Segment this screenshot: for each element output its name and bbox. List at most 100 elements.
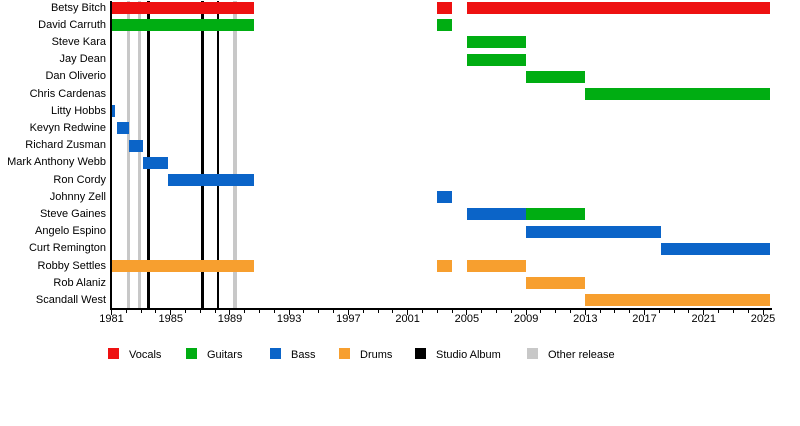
axis-tick-label: 2021 (691, 312, 717, 325)
axis-tick-label: 2013 (573, 312, 598, 325)
axis-tick-label: 1993 (276, 312, 302, 325)
timeline-bar-guitars (585, 88, 770, 100)
axis-major-tick (347, 310, 349, 315)
member-label: Mark Anthony Webb (7, 156, 106, 169)
axis-tick-label: 1989 (217, 312, 243, 325)
axis-major-tick (407, 310, 409, 315)
timeline-bar-drums (526, 277, 586, 290)
member-label: David Carruth (38, 18, 106, 31)
axis-minor-tick (377, 310, 379, 313)
member-label: Litty Hobbs (50, 104, 106, 117)
timeline-bar-vocals (111, 2, 254, 14)
axis-minor-tick (185, 310, 187, 313)
axis-major-tick (644, 310, 646, 315)
legend-swatch-other-release (527, 348, 538, 359)
x-axis-line (110, 308, 772, 310)
member-label: Curt Remington (28, 242, 106, 255)
axis-tick-label: 2017 (632, 312, 657, 325)
member-label: Steve Kara (51, 35, 106, 48)
axis-minor-tick (155, 310, 157, 313)
axis-minor-tick (214, 310, 216, 313)
timeline-bar-drums (585, 294, 770, 307)
legend-swatch-vocals (108, 348, 119, 359)
axis-major-tick (762, 310, 764, 315)
member-label: Dan Oliverio (45, 70, 106, 83)
timeline-bar-vocals (437, 2, 453, 14)
axis-minor-tick (599, 310, 601, 313)
axis-minor-tick (614, 310, 616, 313)
timeline-bar-guitars (466, 36, 527, 49)
timeline-bar-bass (129, 139, 143, 152)
release-line-studio-album (216, 1, 220, 308)
axis-major-tick (111, 310, 112, 315)
axis-minor-tick (362, 310, 364, 313)
timeline-bar-bass (660, 242, 770, 255)
member-label: Kevyn Redwine (29, 121, 106, 134)
timeline-bar-drums (437, 260, 453, 272)
timeline-bar-guitars (437, 19, 453, 32)
axis-minor-tick (273, 310, 275, 313)
axis-tick-label: 1997 (336, 312, 361, 325)
member-label: Robby Settles (37, 259, 106, 272)
member-label: Rob Alaniz (53, 276, 106, 289)
timeline-bar-guitars (526, 70, 586, 83)
axis-minor-tick (658, 310, 660, 313)
timeline-bar-vocals (466, 2, 770, 14)
release-line-studio-album (147, 1, 150, 308)
axis-minor-tick (392, 310, 394, 313)
axis-minor-tick (125, 310, 127, 313)
axis-tick-label: 2001 (395, 312, 420, 325)
member-label: Steve Gaines (39, 207, 106, 220)
legend-label-guitars: Guitars (207, 348, 243, 361)
axis-minor-tick (510, 310, 512, 313)
axis-major-tick (170, 310, 172, 315)
legend-swatch-drums (339, 348, 350, 359)
member-label: Johnny Zell (49, 190, 106, 203)
axis-minor-tick (555, 310, 557, 313)
timeline-bar-bass (526, 225, 661, 238)
axis-minor-tick (140, 310, 142, 313)
legend-label-bass: Bass (291, 348, 316, 361)
timeline-bar-bass (466, 208, 527, 221)
axis-minor-tick (732, 310, 734, 313)
member-label: Scandall West (35, 293, 106, 306)
legend-swatch-bass (270, 348, 281, 359)
release-line-other-release (233, 1, 237, 308)
axis-minor-tick (421, 310, 423, 313)
axis-major-tick (229, 310, 231, 315)
axis-tick-label: 1981 (99, 312, 124, 325)
timeline-bar-guitars (466, 53, 527, 66)
member-label: Chris Cardenas (29, 87, 106, 100)
member-label: Jay Dean (59, 53, 106, 66)
legend-swatch-studio-album (415, 348, 426, 359)
timeline-bar-bass (117, 122, 130, 135)
axis-major-tick (525, 310, 527, 315)
timeline-bar-guitars (111, 19, 254, 32)
axis-major-tick (703, 310, 705, 315)
release-line-other-release (126, 1, 131, 308)
member-label: Richard Zusman (25, 139, 106, 152)
member-label: Angelo Espino (35, 225, 106, 238)
timeline-bar-bass (142, 156, 168, 169)
member-label: Ron Cordy (53, 173, 106, 186)
axis-minor-tick (540, 310, 542, 313)
legend-label-drums: Drums (360, 348, 393, 361)
axis-minor-tick (259, 310, 261, 313)
timeline-bar-guitars (526, 208, 586, 221)
axis-minor-tick (436, 310, 438, 313)
axis-tick-label: 2009 (513, 312, 539, 325)
legend-label-vocals: Vocals (129, 348, 162, 361)
axis-minor-tick (244, 310, 246, 313)
axis-minor-tick (747, 310, 749, 313)
axis-minor-tick (673, 310, 675, 313)
legend-label-studio-album: Studio Album (436, 348, 501, 361)
axis-minor-tick (629, 310, 631, 313)
axis-minor-tick (688, 310, 690, 313)
legend-label-other-release: Other release (548, 348, 615, 361)
axis-major-tick (288, 310, 290, 315)
release-line-other-release (137, 1, 142, 308)
axis-tick-label: 1985 (158, 312, 183, 325)
axis-minor-tick (495, 310, 497, 313)
axis-minor-tick (451, 310, 453, 313)
